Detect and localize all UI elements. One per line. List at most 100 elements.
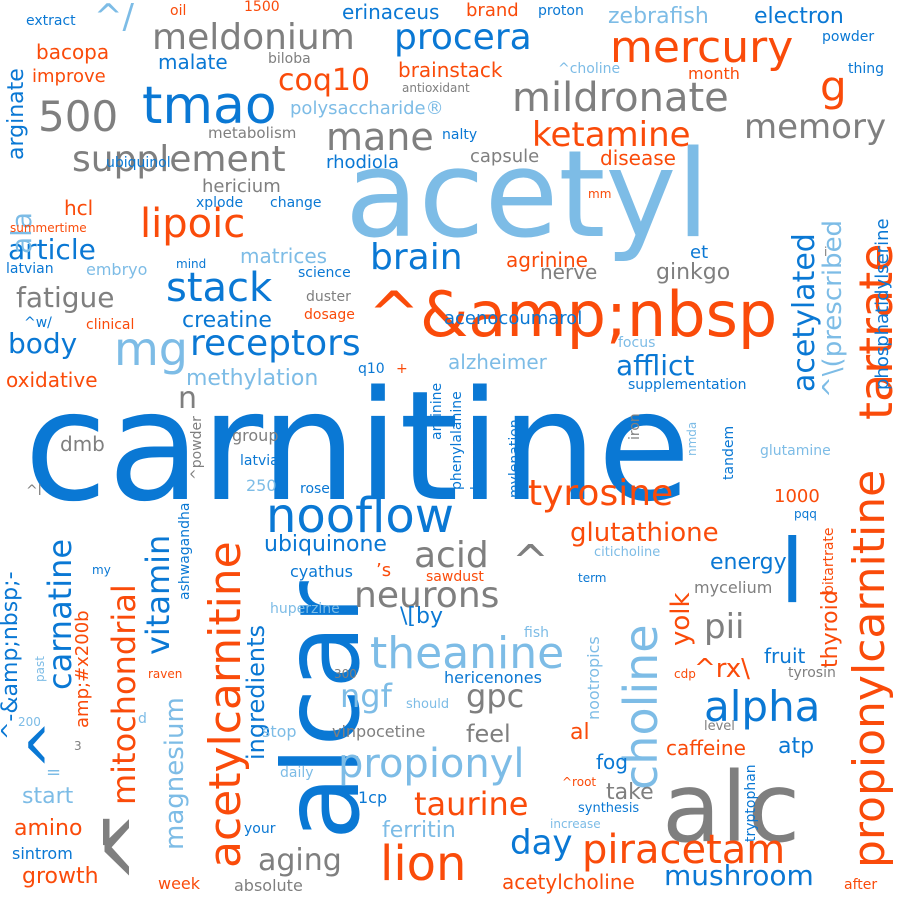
word-rhodiola: rhodiola [326,152,399,173]
word-daily: daily [280,765,314,781]
word-3: 3 [74,739,82,753]
word-proton: proton [538,3,584,19]
word-mercury: mercury [610,22,794,73]
word-improve: improve [32,66,106,87]
word-al: al [570,720,590,745]
word-synthesis: synthesis [578,801,640,816]
word-mylenation: mylenation [507,419,523,498]
word-brain: brain [370,237,463,278]
word-g: g [820,62,847,111]
word-article: article [8,233,96,266]
word-tandem: tandem [721,425,737,480]
word-zebrafish: zebrafish [608,4,709,29]
word-300: 300 [334,667,357,681]
word-bitartrate: bitartrate [821,527,837,594]
word-amp-x200b: amp;#x200b [72,610,93,728]
word-theanine: theanine [370,628,565,679]
word-propionyl: propionyl [338,741,525,787]
word-malate: malate [158,50,228,74]
word-hericium: hericium [202,176,281,197]
word-yolk: yolk [666,592,696,646]
word-embryo: embryo [86,260,148,279]
word-xplode: xplode [196,195,244,211]
word-aging: aging [258,843,342,878]
word-change: change [270,195,322,211]
word-n: n [178,381,198,416]
word-lion: lion [380,836,467,892]
word-hormone: hormone [469,427,485,490]
word-nmda: nmda [685,421,699,456]
word-disease: disease [600,146,676,170]
word-rx: ^rx\ [694,654,750,684]
word-caret: ^ [512,536,549,587]
word-nooflow: nooflow [266,488,455,544]
word-increase: increase [550,817,601,831]
word-supplement: supplement [72,139,286,180]
word-neurons: neurons [354,575,500,616]
word-nalty: nalty [442,127,478,143]
word-clinical: clinical [86,317,135,333]
word-500: 500 [38,92,119,141]
word-taurine: taurine [414,785,529,823]
word-growth: growth [22,864,99,889]
word-oxidative: oxidative [6,368,98,392]
word-stack: stack [166,265,273,311]
word-arginine: arginine [429,382,445,440]
word-gpc: gpc [466,677,525,715]
word-nootropics: nootropics [584,636,603,720]
word-receptors: receptors [190,323,361,364]
word-should: should [406,697,450,712]
word-ferritin: ferritin [382,818,456,843]
word-piracetam: piracetam [582,827,786,873]
word-amino: amino [14,816,83,841]
word-meldonium: meldonium [152,17,355,58]
word-matrices: matrices [240,244,328,268]
word-alc: alc [662,752,801,864]
word-propionylcarnitine: propionylcarnitine [844,469,895,868]
word-iron: iron [627,413,643,440]
word-my: my [92,563,111,577]
word-science: science [298,265,351,281]
word-agrinine: agrinine [506,248,588,272]
word-tmao: tmao [142,76,277,136]
word-ngf: ngf [340,677,392,715]
word-coq10: coq10 [278,63,371,98]
word-1500: 1500 [244,0,280,15]
word-alpha: alpha [704,682,821,731]
word-procera: procera [394,17,532,58]
word-i: i [824,245,828,259]
word-feel: feel [466,720,511,748]
word-mitochondrial: mitochondrial [105,584,143,805]
word-hericenones: hericenones [444,668,542,687]
word-phenylalanine: phenylalanine [449,391,465,490]
word-caret-w: ^w/ [24,315,52,331]
word-thing: thing [848,61,885,77]
word-by: \[by [400,604,443,629]
word-extract: extract [26,13,76,29]
word-caret-l: ^l [26,483,42,499]
word-methylation: methylation [186,366,319,391]
word-glutathione: glutathione [570,518,719,548]
word-caffeine: caffeine [666,736,746,760]
word-nerve: nerve [540,260,598,284]
word-apos: ’s [376,560,392,581]
word-fog: fog [596,750,628,774]
word-acetylated: acetylated [787,233,822,392]
word-oil: oil [170,3,187,19]
word-stop: stop [262,722,297,741]
word-atp: atp [778,734,815,759]
word-after: after [844,877,878,893]
word-nbsp: ^&amp;nbsp [368,278,778,351]
word-fish: fish [524,625,549,641]
word-mg: mg [114,322,189,376]
word-dosage: dosage [304,307,355,323]
word-acetylcholine: acetylcholine [502,870,635,894]
word-alzheimer: alzheimer [448,350,547,374]
word-fruit: fruit [764,644,806,668]
word-memory: memory [744,107,887,147]
word-acid: acid [414,535,489,576]
word-bacopa: bacopa [36,40,110,64]
word-start: start [22,784,74,809]
word-dmb: dmb [60,432,105,456]
